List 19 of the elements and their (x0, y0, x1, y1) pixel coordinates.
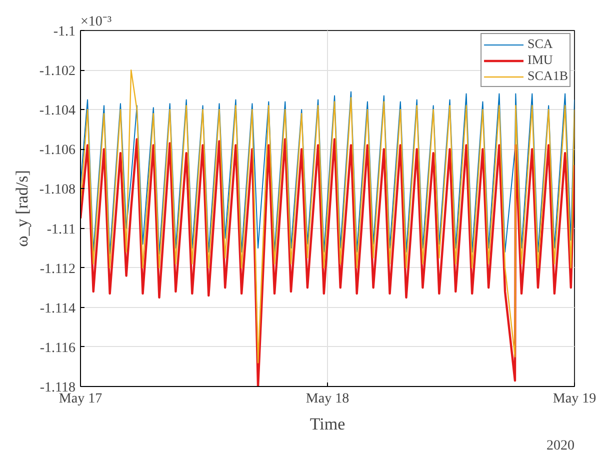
y-tick-label: -1.114 (40, 301, 76, 316)
x-tick-label: May 19 (552, 392, 596, 406)
x-tick-label: May 17 (58, 392, 102, 406)
legend-label: SCA (528, 36, 553, 52)
legend-label: SCA1B (528, 68, 568, 84)
legend-label: IMU (528, 52, 553, 68)
y-tick-label: -1.108 (39, 182, 76, 198)
y-tick-label: -1.104 (39, 104, 76, 119)
y-tick-label: -1.1 (53, 24, 76, 40)
x-tick-label: May 18 (306, 392, 350, 406)
text: 2020 (546, 438, 574, 450)
y-axis-title: ω_y [rad/s] (12, 170, 32, 247)
y-tick-label: -1.11 (46, 222, 76, 238)
text: ×10⁻³ (80, 14, 112, 30)
y-tick-label: -1.112 (40, 262, 76, 277)
y-tick-label: -1.106 (39, 143, 76, 158)
x-axis-title: Time (310, 414, 346, 434)
y-tick-label: -1.102 (39, 64, 76, 80)
y-tick-label: -1.116 (40, 340, 76, 356)
